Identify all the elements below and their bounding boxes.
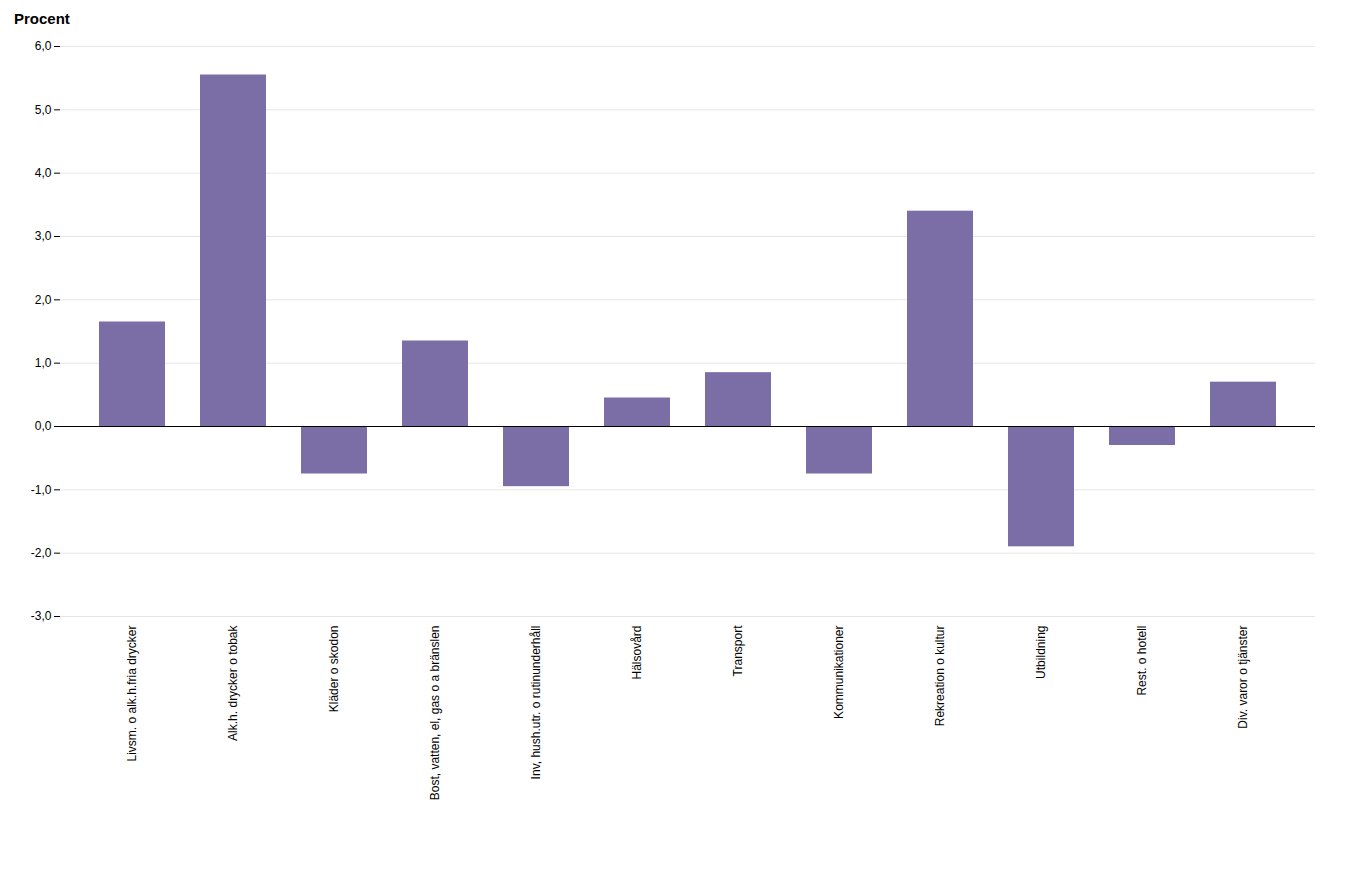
svg-text:5,0: 5,0 bbox=[35, 103, 52, 117]
svg-text:2,0: 2,0 bbox=[35, 293, 52, 307]
svg-text:-1,0: -1,0 bbox=[31, 483, 52, 497]
svg-text:6,0: 6,0 bbox=[35, 39, 52, 53]
svg-text:Inv, hush.utr. o rutinunderhål: Inv, hush.utr. o rutinunderhåll bbox=[529, 626, 543, 780]
svg-text:-2,0: -2,0 bbox=[31, 546, 52, 560]
svg-text:4,0: 4,0 bbox=[35, 166, 52, 180]
svg-text:0,0: 0,0 bbox=[35, 419, 52, 433]
svg-text:3,0: 3,0 bbox=[35, 229, 52, 243]
svg-text:Div. varor o tjänster: Div. varor o tjänster bbox=[1236, 626, 1250, 729]
svg-text:Rekreation o kultur: Rekreation o kultur bbox=[933, 625, 947, 726]
svg-text:Kläder o skodon: Kläder o skodon bbox=[327, 626, 341, 713]
svg-text:Utbildning: Utbildning bbox=[1034, 626, 1048, 679]
svg-text:Transport: Transport bbox=[731, 625, 745, 677]
svg-text:Alk.h. drycker o tobak: Alk.h. drycker o tobak bbox=[226, 625, 240, 741]
svg-text:Bost, vatten, el, gas o a brän: Bost, vatten, el, gas o a bränslen bbox=[428, 626, 442, 801]
svg-text:1,0: 1,0 bbox=[35, 356, 52, 370]
svg-text:Hälsovård: Hälsovård bbox=[630, 626, 644, 680]
svg-text:Livsm. o alk.h.fria drycker: Livsm. o alk.h.fria drycker bbox=[125, 626, 139, 762]
svg-text:Rest. o hotell: Rest. o hotell bbox=[1135, 626, 1149, 696]
svg-text:-3,0: -3,0 bbox=[31, 609, 52, 623]
html-text:Procent: Procent bbox=[14, 10, 70, 27]
svg-text:Kommunikationer: Kommunikationer bbox=[832, 625, 846, 718]
